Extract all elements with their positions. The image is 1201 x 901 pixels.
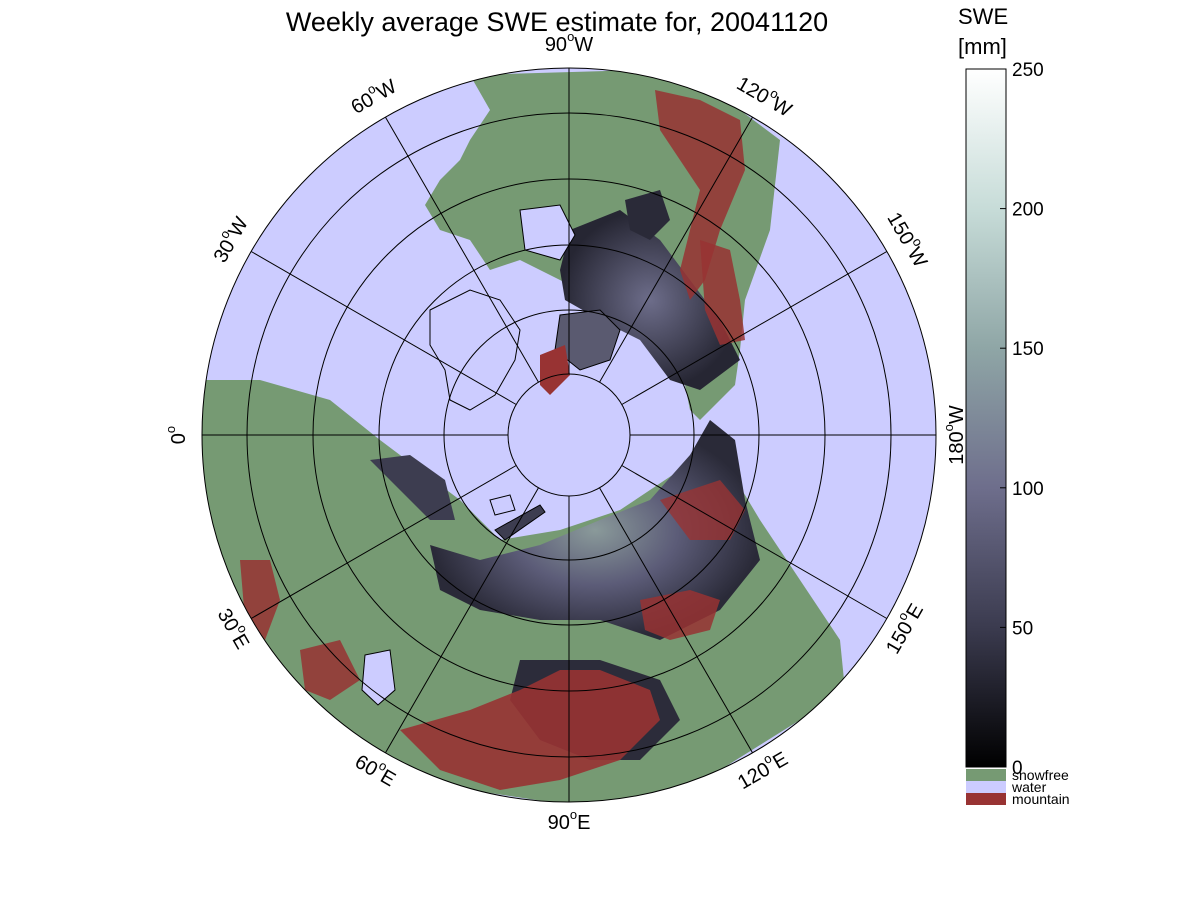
caspian-water — [361, 649, 396, 706]
colorbar-tick-label: 150 — [1012, 339, 1044, 360]
colorbar-tick-label: 100 — [1012, 479, 1044, 500]
colorbar-gradient — [965, 68, 1007, 768]
polar-map: 90oW120oW150oW180oW150oE120oE90oE60oE30o… — [163, 29, 968, 834]
legend-swatch-snowfree — [966, 769, 1006, 781]
map-frame — [201, 67, 937, 803]
rockies-mountains — [655, 90, 745, 300]
meridian-label: 90oE — [548, 807, 591, 834]
hudson-bay-water — [519, 204, 576, 261]
graticule — [202, 68, 936, 802]
siberia-mountains — [660, 480, 745, 540]
meridian-label: 180oW — [941, 405, 968, 465]
meridian-line — [250, 251, 517, 405]
map-title: Weekly average SWE estimate for, 2004112… — [286, 7, 828, 37]
meridian-label: 90oW — [545, 29, 593, 56]
legend-label-water: water — [1011, 779, 1047, 795]
meridian-line — [599, 487, 753, 754]
legend-label-mountain: mountain — [1012, 791, 1070, 807]
scandinavia-snow-cover — [370, 455, 455, 520]
meridian-line — [621, 465, 888, 619]
meridian-label: 0o — [163, 426, 190, 444]
meridian-label: 30oW — [206, 211, 253, 266]
colorbar-ticks: 0 50 100 150 200 250 — [1000, 60, 1044, 779]
alaska-snow-patch — [625, 190, 670, 240]
greenland-landmass — [429, 289, 521, 411]
europe-mountains — [300, 640, 360, 700]
meridian-line — [385, 116, 539, 383]
colorbar-title-line2: [mm] — [958, 34, 1007, 59]
meridian-line — [621, 251, 888, 405]
colorbar-tick-label: 0 — [1012, 758, 1023, 779]
land-layer — [202, 70, 845, 802]
meridian-line — [599, 116, 753, 383]
colorbar: SWE [mm] 0 50 100 150 200 250 — [958, 4, 1044, 779]
central-asia-mountains — [400, 670, 660, 790]
svalbard-island — [489, 494, 516, 516]
colorbar-tick-label: 200 — [1012, 200, 1044, 221]
meridian-line — [250, 465, 517, 619]
legend-label-snowfree: snowfree — [1012, 767, 1069, 783]
ellesmere-mountain — [540, 345, 570, 395]
north-america-snow-cover — [560, 210, 740, 390]
novaya-zemlya — [494, 504, 546, 541]
ural-east-mountains — [640, 590, 720, 640]
colorbar-tick-label: 50 — [1012, 618, 1033, 639]
meridian-line — [385, 487, 539, 754]
meridian-label: 60oW — [345, 72, 400, 119]
colorbar-title-line1: SWE — [958, 4, 1008, 29]
legend-swatch-mountain — [966, 793, 1006, 805]
eurasia-snow-cover — [430, 420, 760, 640]
cordillera-mountains — [700, 240, 745, 345]
colorbar-tick-label: 250 — [1012, 60, 1044, 81]
legend-swatch-water — [966, 781, 1006, 793]
